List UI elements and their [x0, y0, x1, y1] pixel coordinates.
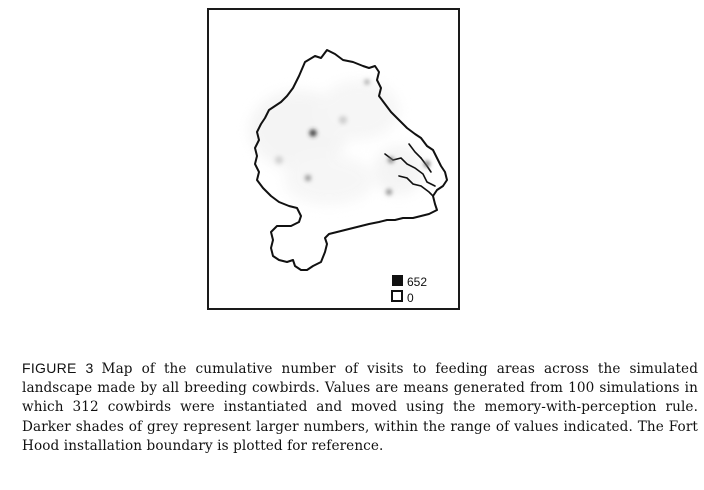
map-figure: 652 0 — [207, 8, 460, 310]
installation-boundary — [254, 49, 448, 271]
density-spot — [388, 157, 394, 163]
density-spot — [309, 129, 317, 137]
density-spot — [305, 175, 311, 181]
caption-label: FIGURE 3 — [22, 360, 94, 376]
figure-caption: FIGURE 3 Map of the cumulative number of … — [22, 359, 698, 456]
density-spot — [339, 116, 347, 124]
caption-text: Map of the cumulative number of visits t… — [22, 361, 698, 454]
legend-swatch-min — [391, 290, 403, 302]
density-background — [249, 80, 424, 205]
density-spot — [424, 161, 430, 167]
density-spot — [386, 189, 392, 195]
map-canvas — [249, 49, 448, 302]
density-spot — [275, 156, 283, 164]
density-spot — [364, 79, 370, 85]
legend-label-min: 0 — [407, 291, 414, 305]
visit-density-spots — [275, 79, 430, 195]
legend-swatch-max — [392, 275, 403, 286]
legend-label-max: 652 — [407, 275, 428, 289]
